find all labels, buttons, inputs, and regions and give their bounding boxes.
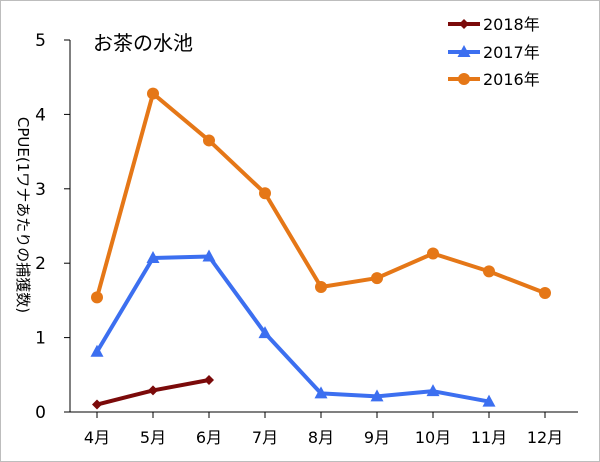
x-tick-label: 5月 [140,428,166,447]
x-tick-label: 8月 [308,428,334,447]
series-2018年 [92,375,214,410]
series-line [95,254,490,404]
data-point [259,187,271,200]
legend-item: 2018年 [448,15,540,34]
data-point [539,286,551,299]
x-tick-label: 11月 [471,428,507,447]
series-2016年 [91,87,551,304]
data-point [148,385,158,396]
legend-item: 2017年 [448,43,540,62]
y-tick-label: 0 [35,403,46,423]
legend-label: 2017年 [483,43,540,62]
x-tick-label: 12月 [527,428,563,447]
legend-label: 2016年 [483,70,540,89]
legend-marker [457,45,471,57]
chart-title: お茶の水池 [93,31,193,55]
data-point [370,389,384,402]
y-tick-label: 1 [35,329,46,349]
x-tick-label: 9月 [364,428,390,447]
data-point [92,399,102,410]
x-tick-label: 4月 [84,428,110,447]
data-point [371,272,383,285]
data-point [204,375,214,386]
data-point [203,134,215,147]
y-tick-label: 3 [35,180,46,200]
legend-marker [459,19,469,29]
y-axis-label: CPUE(1ワナあたりの捕獲数) [14,117,32,313]
y-tick-label: 2 [35,254,46,274]
legend-item: 2016年 [448,70,540,89]
data-point [147,87,159,100]
series-layer [90,87,551,410]
x-tick-label: 6月 [196,428,222,447]
data-point [427,247,439,260]
data-point [483,265,495,278]
data-point [146,250,160,263]
data-point [482,394,496,407]
x-tick-label: 7月 [252,428,278,447]
data-point [202,249,216,262]
data-point [315,281,327,294]
data-point [314,386,328,399]
data-point [426,384,440,397]
legend-marker [458,73,470,85]
series-2017年 [90,249,496,407]
x-tick-label: 10月 [415,428,451,447]
y-tick-label: 5 [35,31,46,51]
data-point [258,326,272,339]
data-point [90,344,104,357]
legend-label: 2018年 [483,15,540,34]
data-point [91,291,103,304]
axes: 0 1 2 3 4 5 4月 5月 6月 7月 8月 9月 10月 11月 12月 [35,31,578,447]
series-line [95,91,546,298]
legend: 2018年 2017年 2016年 [448,15,540,89]
y-tick-label: 4 [35,105,46,125]
